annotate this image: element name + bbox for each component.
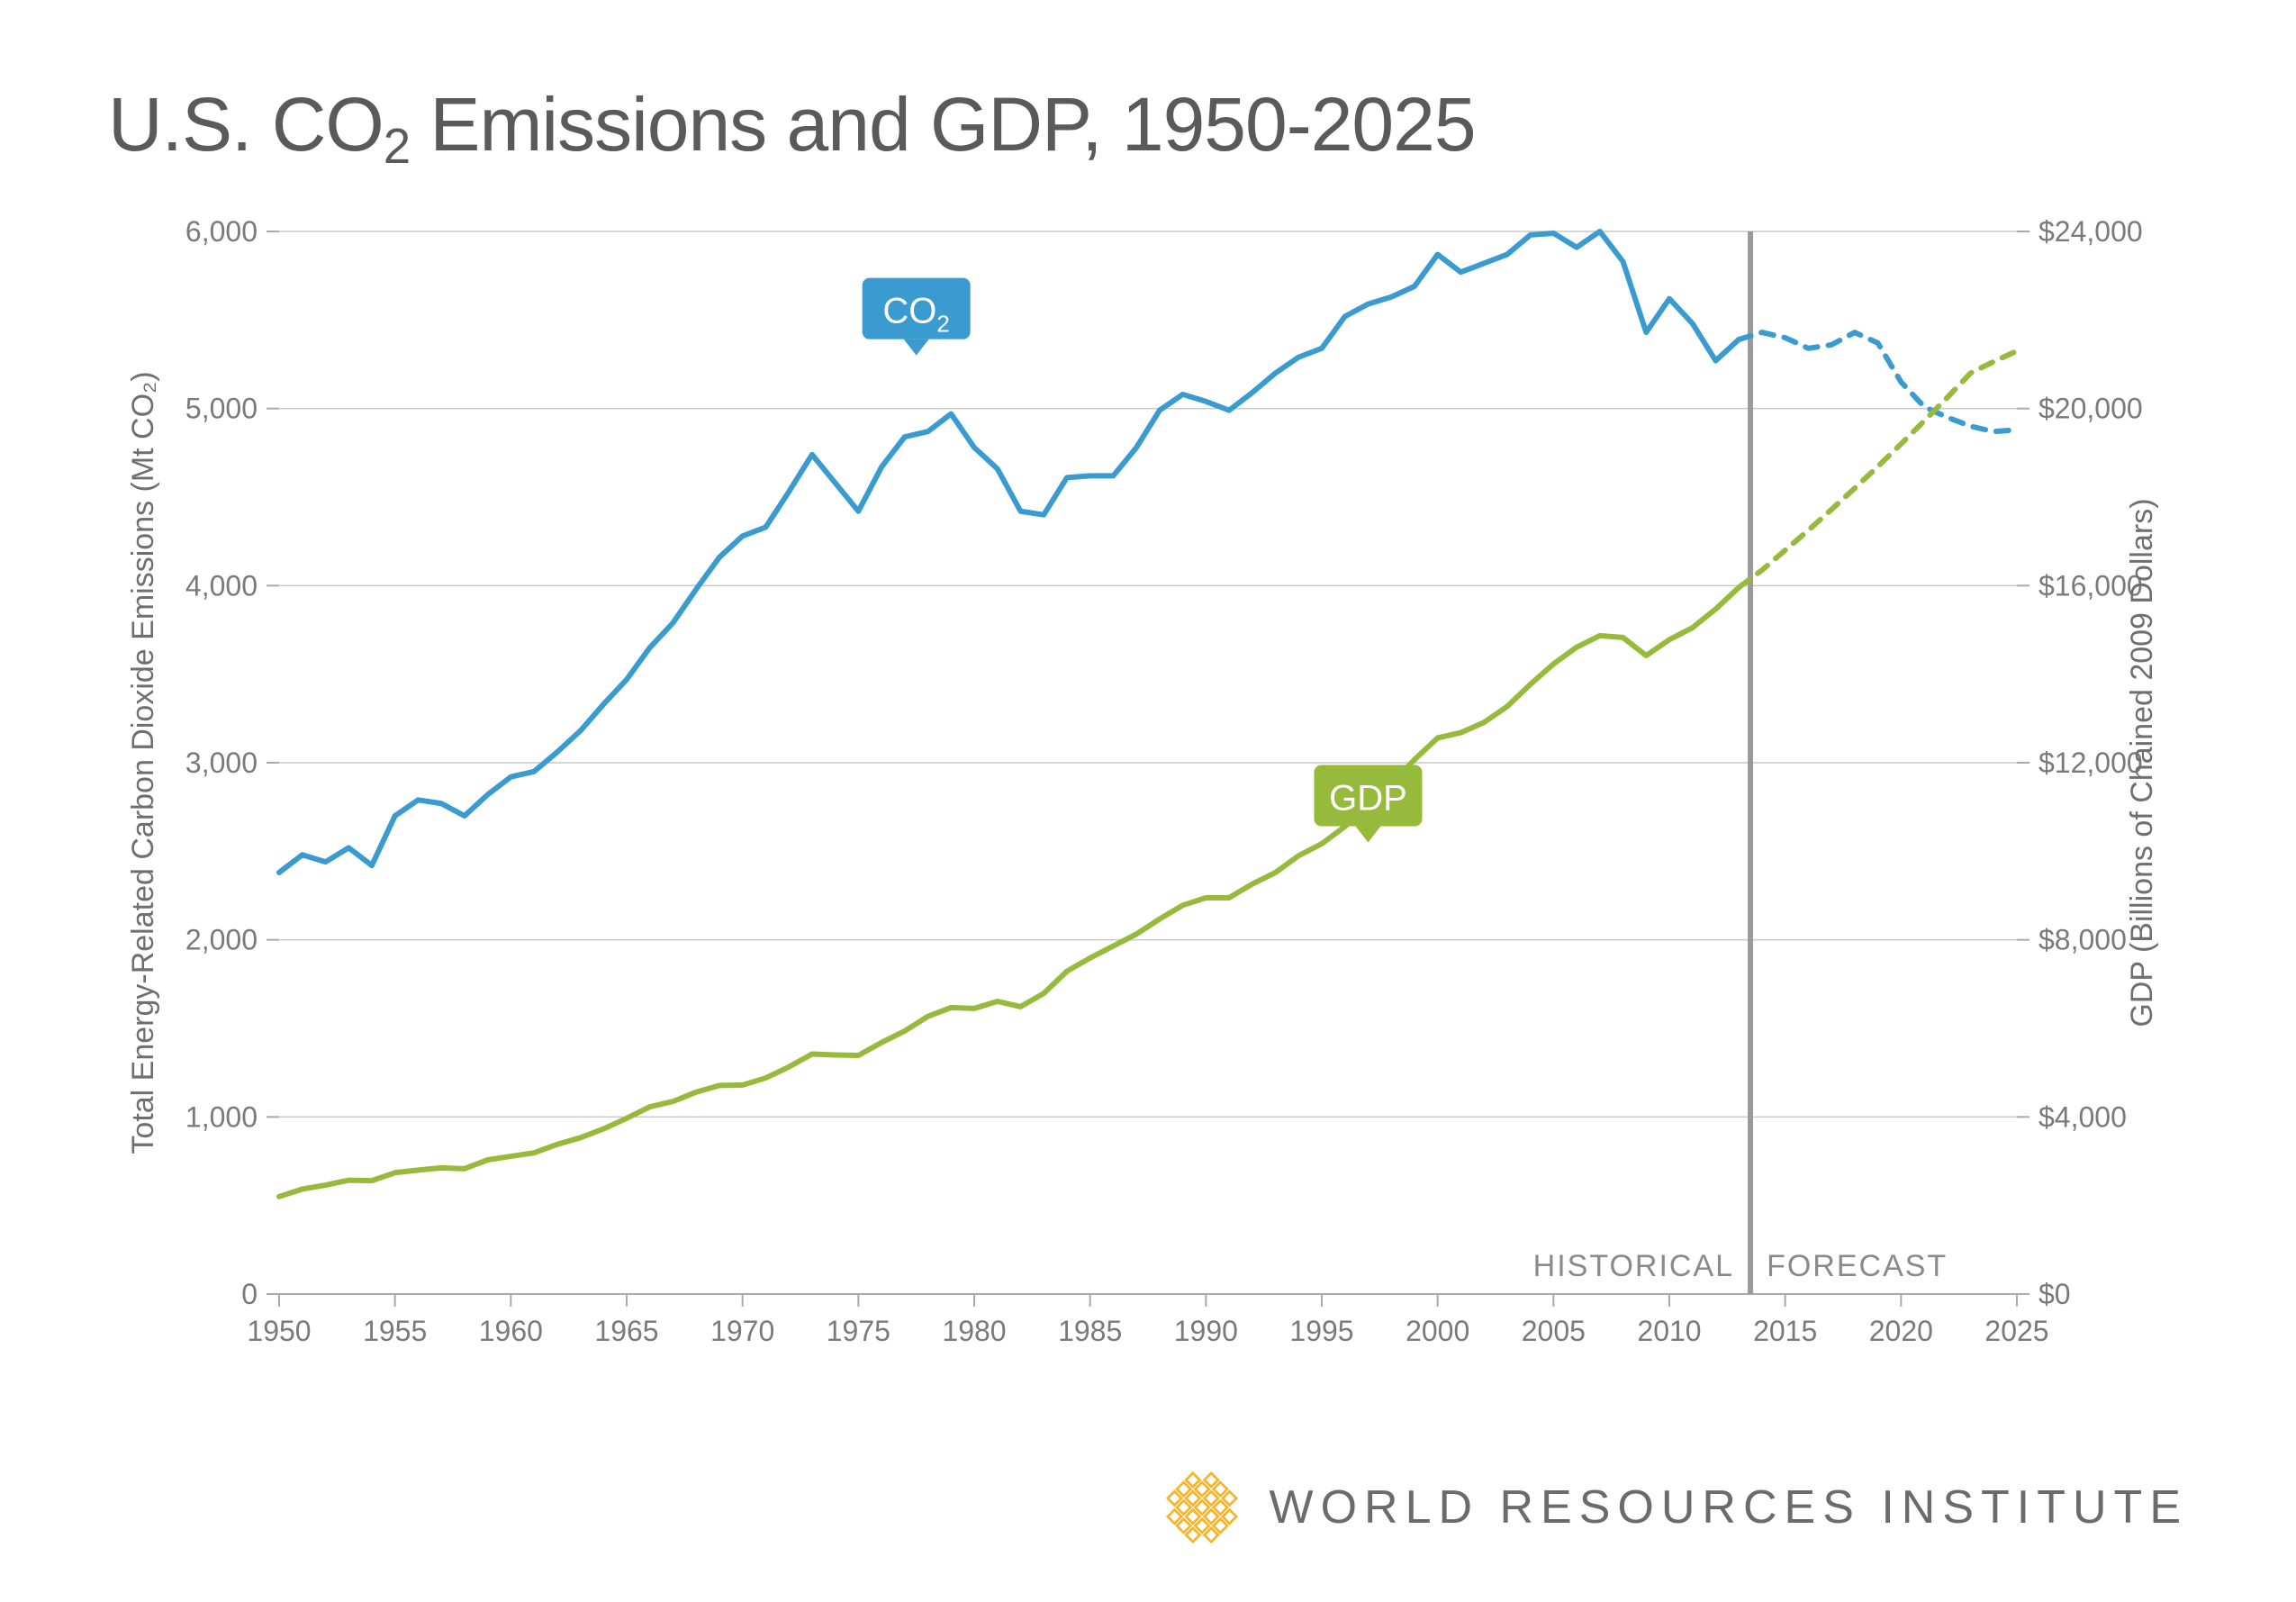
svg-text:$20,000: $20,000	[2038, 393, 2143, 425]
svg-text:$24,000: $24,000	[2038, 215, 2143, 248]
svg-text:5,000: 5,000	[185, 393, 258, 425]
svg-text:1975: 1975	[827, 1315, 890, 1347]
svg-text:2015: 2015	[1753, 1315, 1817, 1347]
svg-text:2000: 2000	[1406, 1315, 1469, 1347]
svg-text:2,000: 2,000	[185, 924, 258, 956]
svg-text:2020: 2020	[1869, 1315, 1933, 1347]
footer-text: WORLD RESOURCES INSTITUTE	[1270, 1480, 2189, 1534]
svg-text:HISTORICAL: HISTORICAL	[1533, 1249, 1734, 1283]
footer: WORLD RESOURCES INSTITUTE	[1162, 1467, 2189, 1548]
wri-logo-icon	[1162, 1467, 1243, 1548]
svg-text:6,000: 6,000	[185, 215, 258, 248]
svg-text:3,000: 3,000	[185, 747, 258, 779]
svg-text:2025: 2025	[1984, 1315, 2048, 1347]
svg-text:1960: 1960	[479, 1315, 543, 1347]
svg-text:4,000: 4,000	[185, 569, 258, 602]
svg-text:$4,000: $4,000	[2038, 1100, 2127, 1133]
chart-page: U.S. CO2 Emissions and GDP, 1950-2025 19…	[0, 0, 2296, 1602]
svg-text:FORECAST: FORECAST	[1767, 1249, 1948, 1283]
svg-text:GDP (Billions of Chained 2009: GDP (Billions of Chained 2009 Dollars)	[2125, 498, 2159, 1027]
svg-text:1950: 1950	[247, 1315, 311, 1347]
svg-text:GDP: GDP	[1329, 779, 1407, 819]
svg-text:$0: $0	[2038, 1278, 2071, 1310]
chart-title: U.S. CO2 Emissions and GDP, 1950-2025	[108, 81, 2188, 168]
svg-text:1955: 1955	[363, 1315, 427, 1347]
svg-text:2005: 2005	[1522, 1315, 1586, 1347]
svg-text:1995: 1995	[1289, 1315, 1353, 1347]
svg-text:Total Energy-Related Carbon Di: Total Energy-Related Carbon Dioxide Emis…	[126, 371, 160, 1154]
svg-text:1980: 1980	[942, 1315, 1006, 1347]
svg-text:$8,000: $8,000	[2038, 924, 2127, 956]
chart-container: 1950 1955 1960 1965 1970 1975 1980 1985 1990 1995…	[108, 204, 2188, 1375]
svg-text:2010: 2010	[1637, 1315, 1701, 1347]
svg-text:1985: 1985	[1058, 1315, 1122, 1347]
svg-text:1,000: 1,000	[185, 1100, 258, 1133]
chart-svg: 1950 1955 1960 1965 1970 1975 1980 1985 1990 1995…	[108, 204, 2188, 1375]
svg-text:1990: 1990	[1174, 1315, 1238, 1347]
svg-text:0: 0	[241, 1278, 258, 1310]
svg-text:1965: 1965	[594, 1315, 658, 1347]
svg-text:1970: 1970	[710, 1315, 774, 1347]
